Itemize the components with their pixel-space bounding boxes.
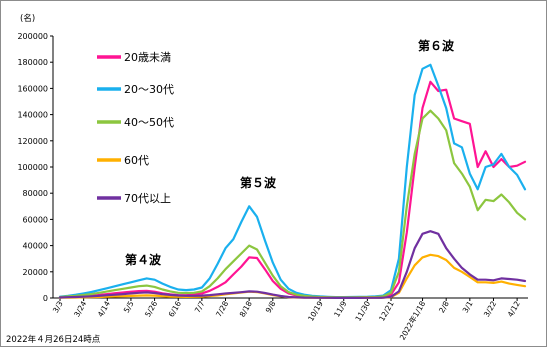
y-tick-label: 140000 bbox=[17, 111, 48, 120]
wave-5-label: 第５波 bbox=[240, 175, 277, 190]
legend-label-3: 60代 bbox=[124, 154, 149, 167]
series-line-4 bbox=[58, 230, 527, 299]
legend: 20歳未満 20～30代 40～50代 60代 70代以上 bbox=[97, 51, 174, 205]
y-tick-label: 80000 bbox=[23, 189, 48, 198]
wave-4-label: 第４波 bbox=[125, 252, 162, 267]
series-lines bbox=[58, 63, 527, 299]
wave-6-label: 第６波 bbox=[418, 38, 455, 53]
y-tick-label: 40000 bbox=[23, 242, 48, 251]
footnote: 2022年４月26日24時点 bbox=[6, 334, 101, 345]
y-tick-label: 120000 bbox=[17, 137, 48, 146]
y-tick-label: 20000 bbox=[23, 268, 48, 277]
y-tick-label: 200000 bbox=[17, 32, 48, 41]
legend-label-1: 20～30代 bbox=[124, 83, 174, 96]
series-line-1 bbox=[58, 63, 527, 299]
y-unit-label: (名) bbox=[20, 13, 35, 24]
legend-label-2: 40～50代 bbox=[124, 116, 174, 129]
legend-label-4: 70代以上 bbox=[124, 192, 171, 205]
y-tick-labels: 0 20000 40000 60000 80000 100000 120000 140000 1… bbox=[17, 32, 53, 303]
legend-label-0: 20歳未満 bbox=[124, 51, 171, 64]
y-tick-label: 100000 bbox=[17, 163, 48, 172]
series-line-2 bbox=[58, 109, 527, 299]
y-tick-label: 160000 bbox=[17, 84, 48, 93]
y-tick-label: 180000 bbox=[17, 58, 48, 67]
y-tick-label: 60000 bbox=[23, 215, 48, 224]
y-tick-label: 0 bbox=[43, 294, 48, 303]
